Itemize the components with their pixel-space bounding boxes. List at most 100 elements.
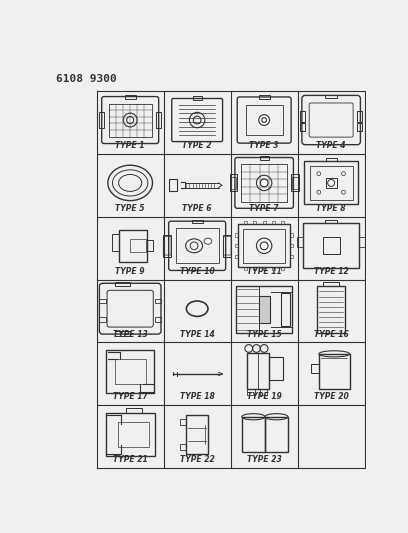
- Bar: [235, 233, 238, 237]
- Bar: [359, 237, 365, 247]
- Circle shape: [260, 179, 268, 187]
- Text: TYPE 10: TYPE 10: [180, 266, 215, 276]
- Text: TYPE 3: TYPE 3: [249, 141, 279, 150]
- Bar: [155, 298, 161, 303]
- Bar: [169, 179, 177, 191]
- Circle shape: [260, 242, 268, 249]
- Bar: [192, 220, 202, 223]
- Bar: [109, 103, 152, 136]
- Circle shape: [127, 117, 134, 124]
- Text: TYPE 11: TYPE 11: [247, 266, 282, 276]
- Bar: [130, 239, 146, 252]
- Bar: [253, 268, 257, 270]
- Bar: [118, 422, 149, 447]
- Bar: [115, 282, 130, 286]
- Bar: [180, 443, 186, 450]
- Text: TYPE 2: TYPE 2: [182, 141, 212, 150]
- Text: TYPE 19: TYPE 19: [247, 392, 282, 401]
- Bar: [304, 161, 358, 205]
- Bar: [115, 359, 146, 384]
- Text: TYPE 7: TYPE 7: [249, 204, 279, 213]
- Bar: [100, 112, 104, 128]
- Text: 6108 9300: 6108 9300: [56, 74, 117, 84]
- Text: TYPE 8: TYPE 8: [316, 204, 346, 213]
- Bar: [244, 221, 247, 224]
- Bar: [259, 389, 267, 394]
- Bar: [238, 224, 290, 268]
- Bar: [281, 268, 284, 270]
- Bar: [125, 95, 135, 99]
- Bar: [317, 286, 345, 333]
- Bar: [323, 282, 339, 286]
- Text: TYPE 5: TYPE 5: [115, 204, 145, 213]
- Bar: [325, 95, 337, 99]
- Text: TYPE 22: TYPE 22: [180, 455, 215, 464]
- Bar: [244, 268, 247, 270]
- Text: TYPE 17: TYPE 17: [113, 392, 148, 401]
- Bar: [147, 240, 153, 251]
- Bar: [300, 123, 305, 131]
- Bar: [325, 220, 337, 223]
- Bar: [126, 408, 142, 413]
- Text: TYPE 20: TYPE 20: [314, 392, 348, 401]
- Bar: [106, 413, 155, 456]
- Bar: [300, 111, 305, 122]
- Bar: [326, 177, 337, 188]
- Bar: [319, 354, 350, 389]
- Text: TYPE 6: TYPE 6: [182, 204, 212, 213]
- Bar: [223, 235, 231, 256]
- Bar: [263, 268, 266, 270]
- Text: TYPE 18: TYPE 18: [180, 392, 215, 401]
- Bar: [259, 296, 270, 322]
- Bar: [311, 364, 319, 373]
- Bar: [100, 298, 106, 303]
- Bar: [120, 230, 147, 262]
- Bar: [272, 268, 275, 270]
- Bar: [246, 105, 283, 135]
- Bar: [259, 156, 269, 160]
- Bar: [231, 177, 236, 189]
- Text: TYPE 15: TYPE 15: [247, 329, 282, 338]
- Bar: [326, 158, 337, 161]
- Text: TYPE 16: TYPE 16: [314, 329, 348, 338]
- Bar: [247, 389, 255, 394]
- Bar: [292, 177, 298, 189]
- Text: TYPE 13: TYPE 13: [113, 329, 148, 338]
- Bar: [230, 174, 237, 191]
- Bar: [156, 112, 161, 128]
- Text: TYPE 1: TYPE 1: [115, 141, 145, 150]
- Bar: [235, 244, 238, 247]
- Bar: [281, 293, 290, 326]
- Bar: [269, 357, 283, 380]
- Bar: [357, 123, 362, 131]
- Bar: [186, 415, 208, 454]
- Bar: [272, 221, 275, 224]
- Circle shape: [262, 118, 266, 123]
- Bar: [180, 419, 186, 425]
- Bar: [100, 317, 106, 322]
- Text: TYPE 4: TYPE 4: [316, 141, 346, 150]
- Bar: [291, 174, 299, 191]
- Bar: [112, 235, 120, 251]
- Text: TYPE 21: TYPE 21: [113, 455, 148, 464]
- Bar: [323, 237, 339, 254]
- Bar: [253, 221, 257, 224]
- Bar: [242, 417, 265, 452]
- Bar: [193, 96, 202, 100]
- Bar: [259, 95, 270, 99]
- Text: TYPE 23: TYPE 23: [247, 455, 282, 464]
- Bar: [163, 235, 171, 256]
- Text: TYPE 9: TYPE 9: [115, 266, 145, 276]
- Bar: [155, 317, 161, 322]
- Bar: [297, 237, 304, 247]
- Bar: [290, 244, 293, 247]
- Bar: [115, 331, 130, 336]
- Text: TYPE 12: TYPE 12: [314, 266, 348, 276]
- Bar: [106, 350, 154, 393]
- Bar: [304, 223, 359, 268]
- Bar: [265, 417, 288, 452]
- Bar: [290, 233, 293, 237]
- Bar: [236, 286, 292, 333]
- Bar: [357, 111, 362, 122]
- Bar: [241, 164, 287, 202]
